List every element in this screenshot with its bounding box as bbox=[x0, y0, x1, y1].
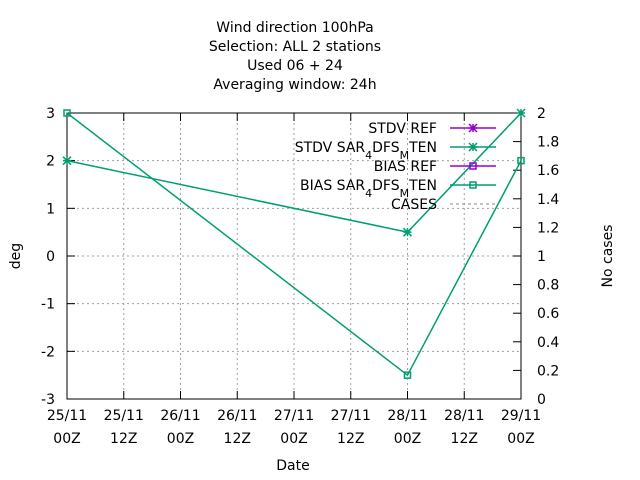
y2-tick-label: 2 bbox=[537, 106, 546, 122]
x-tick-label-date: 25/11 bbox=[104, 408, 144, 424]
y2-tick-label: 0.4 bbox=[537, 335, 559, 351]
legend-marker bbox=[469, 181, 477, 189]
y-axis-label: deg bbox=[8, 243, 24, 269]
title-line: Averaging window: 24h bbox=[213, 77, 376, 93]
y2-tick-label: 1 bbox=[537, 249, 546, 265]
x-tick-label-date: 28/11 bbox=[444, 408, 484, 424]
legend-marker bbox=[469, 162, 477, 170]
x-axis-label: Date bbox=[276, 458, 309, 474]
y2-tick-label: 0.2 bbox=[537, 363, 559, 379]
legend-label: BIAS REF bbox=[374, 159, 437, 175]
legend-label-part: 4 bbox=[365, 149, 372, 162]
data-point bbox=[403, 371, 412, 379]
legend-label: BIAS SAR4DFSMTEN bbox=[300, 178, 437, 200]
series-3 bbox=[63, 109, 525, 379]
legend-label-part: FS bbox=[383, 140, 400, 156]
y2-tick-label: 0.8 bbox=[537, 278, 559, 294]
legend-label-part: BIAS SAR bbox=[300, 178, 365, 194]
y2-tick-label: 1.6 bbox=[537, 163, 559, 179]
series-line bbox=[66, 112, 522, 377]
x-tick-label-hour: 12Z bbox=[337, 431, 364, 447]
y2-tick-label: 0.6 bbox=[537, 306, 559, 322]
data-point bbox=[402, 227, 413, 237]
x-tick-label-date: 26/11 bbox=[217, 408, 257, 424]
legend-label-part: STDV SAR bbox=[295, 140, 366, 156]
y2-tick-label: 1.4 bbox=[537, 192, 559, 208]
x-tick-label-date: 27/11 bbox=[331, 408, 371, 424]
x-tick-label-date: 25/11 bbox=[47, 408, 87, 424]
legend-label: STDV REF bbox=[368, 121, 437, 137]
data-point bbox=[63, 109, 71, 117]
x-tick-label-hour: 00Z bbox=[53, 431, 80, 447]
y-tick-label: 0 bbox=[46, 249, 55, 265]
chart-title: Wind direction 100hPa Selection: ALL 2 st… bbox=[209, 20, 381, 93]
x-tick-label-hour: 12Z bbox=[451, 431, 478, 447]
legend-label-part: D bbox=[372, 178, 383, 194]
y-tick-label: 1 bbox=[46, 201, 55, 217]
x-tick-label-hour: 00Z bbox=[280, 431, 307, 447]
x-tick-label-date: 29/11 bbox=[501, 408, 541, 424]
legend-label-part: STDV REF bbox=[368, 121, 437, 137]
data-point bbox=[62, 156, 72, 166]
y-tick-label: 2 bbox=[46, 154, 55, 170]
x-tick-label-hour: 12Z bbox=[224, 431, 251, 447]
y-tick-label: 3 bbox=[46, 106, 55, 122]
legend-label-part: FS bbox=[383, 178, 400, 194]
y-tick-label: -1 bbox=[41, 297, 55, 313]
legend-label-part: D bbox=[372, 140, 383, 156]
y-tick-label: -2 bbox=[41, 344, 55, 360]
x-tick-label-date: 28/11 bbox=[387, 408, 427, 424]
legend-label-part: 4 bbox=[365, 187, 372, 200]
series-1 bbox=[62, 108, 526, 237]
legend-label-part: TEN bbox=[408, 140, 437, 156]
title-line: Used 06 + 24 bbox=[247, 58, 343, 74]
legend-label: CASES bbox=[391, 197, 437, 213]
data-point bbox=[517, 156, 525, 165]
legend-label-part: M bbox=[400, 149, 410, 162]
legend-label-part: BIAS REF bbox=[374, 159, 437, 175]
legend-label-part: M bbox=[400, 187, 410, 200]
x-tick-label-hour: 00Z bbox=[167, 431, 194, 447]
x-tick-label-hour: 00Z bbox=[394, 431, 421, 447]
legend-label-part: CASES bbox=[391, 197, 437, 213]
y2-tick-label: 0 bbox=[537, 392, 546, 408]
title-line: Selection: ALL 2 stations bbox=[209, 39, 381, 55]
x-tick-label-hour: 00Z bbox=[507, 431, 534, 447]
x-tick-label-hour: 12Z bbox=[110, 431, 137, 447]
legend-label-part: TEN bbox=[408, 178, 437, 194]
legend-marker bbox=[468, 123, 478, 133]
axis-ticks: -3 -2 -1 0 1 2 3 0 0.2 0.4 0.6 0.8 1 1.2 1.4 1.6 1.8 2 25/… bbox=[41, 106, 559, 447]
x-tick-label-date: 27/11 bbox=[274, 408, 314, 424]
y2-axis-label: No cases bbox=[600, 225, 616, 288]
x-tick-label-date: 26/11 bbox=[160, 408, 200, 424]
y2-tick-label: 1.8 bbox=[537, 135, 559, 151]
legend-marker bbox=[468, 142, 478, 152]
title-line: Wind direction 100hPa bbox=[216, 20, 373, 36]
y-tick-label: -3 bbox=[41, 392, 55, 408]
y2-tick-label: 1.2 bbox=[537, 220, 559, 236]
data-point bbox=[516, 108, 526, 118]
legend-label: STDV SAR4DFSMTEN bbox=[295, 140, 437, 162]
series bbox=[62, 108, 526, 379]
